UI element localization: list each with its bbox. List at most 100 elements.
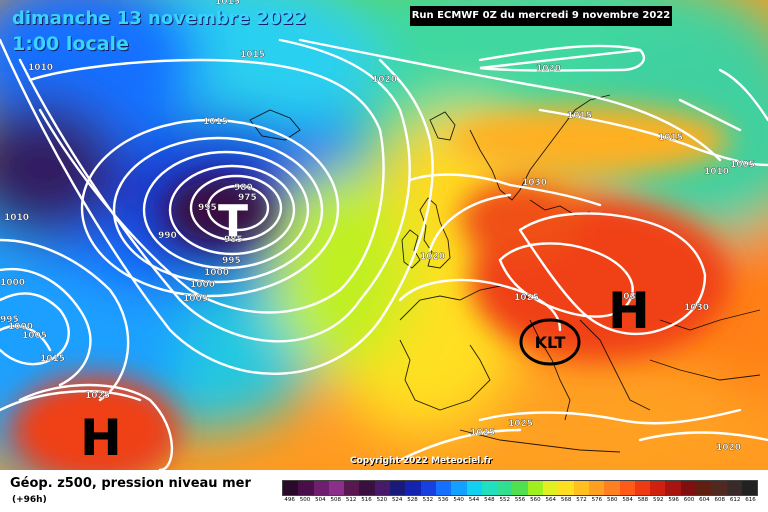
isobar-lines — [0, 38, 768, 470]
color-scale-cell — [405, 481, 421, 495]
color-scale-cell — [390, 481, 406, 495]
model-run-label: Run ECMWF 0Z du mercredi 9 novembre 2022 — [410, 6, 672, 26]
klt-label: KLT — [535, 333, 566, 352]
color-scale-cell — [344, 481, 360, 495]
isobar-label: 1015 — [215, 0, 240, 7]
isobar-label: 1000 — [204, 268, 229, 278]
isobar-label: 1010 — [4, 213, 29, 223]
geopotential-field — [0, 0, 768, 470]
color-scale-cell — [497, 481, 513, 495]
color-scale-tick: 588 — [637, 497, 649, 503]
weather-map: 1010 1015 1015 1020 1020 1015 1015 1010 … — [0, 0, 768, 470]
isobar-label: 985 — [224, 235, 243, 245]
color-scale-cell — [543, 481, 559, 495]
legend-subtitle: (+96h) — [12, 495, 47, 505]
color-scale-cell — [665, 481, 681, 495]
isobar-label: 1020 — [372, 75, 397, 85]
color-scale-ticks: 496 500 504 508 512 516 520 524 528 532 536 540 544 5… — [282, 497, 758, 507]
isobar-label: 995 — [222, 256, 241, 266]
color-scale-tick: 524 — [391, 497, 403, 503]
color-scale-cell — [313, 481, 329, 495]
color-scale-cell — [283, 481, 299, 495]
isobar-label: 1025 — [85, 391, 110, 401]
color-scale-tick: 516 — [361, 497, 372, 503]
color-scale-cell — [420, 481, 436, 495]
color-scale-tick: 508 — [330, 497, 342, 503]
color-scale-tick: 596 — [668, 497, 679, 503]
isobar-label: 1020 — [420, 252, 445, 262]
isobar-label: 1015 — [658, 133, 683, 143]
isobar-label: 1025 — [470, 428, 495, 438]
isobar-label: 1000 — [8, 322, 33, 332]
color-scale-cell — [619, 481, 635, 495]
color-scale-tick: 540 — [453, 497, 464, 503]
high-pressure-symbol: H — [608, 282, 650, 340]
isobar-label: 1030 — [684, 303, 709, 313]
color-scale-tick: 536 — [438, 497, 449, 503]
color-scale-cell — [558, 481, 574, 495]
isobar-label: 1015 — [240, 50, 265, 60]
isobar-label: 1005 — [22, 331, 47, 341]
color-scale-cell — [726, 481, 742, 495]
isobar-label: 1010 — [28, 63, 53, 73]
isobar-label: 1000 — [190, 280, 215, 290]
isobar-label: 990 — [158, 231, 177, 241]
color-scale-tick: 576 — [591, 497, 603, 503]
isobar-label: 995 — [198, 203, 217, 213]
isobar-label: 1035 — [617, 292, 642, 302]
color-scale-cell — [696, 481, 712, 495]
color-scale-tick: 604 — [699, 497, 710, 503]
isobar-label: 1010 — [704, 167, 729, 177]
color-scale-cell — [573, 481, 589, 495]
color-scale-tick: 612 — [729, 497, 741, 503]
color-scale-tick: 504 — [315, 497, 326, 503]
isobar-label: 1030 — [522, 178, 547, 188]
color-scale-cell — [634, 481, 651, 495]
color-scale-tick: 520 — [376, 497, 388, 503]
klt-marker: KLT — [519, 318, 581, 366]
isobar-label: 1005 — [183, 294, 208, 304]
isobar-label: 980 — [234, 183, 253, 193]
color-scale-cell — [466, 481, 482, 495]
legend-bar: Géop. z500, pression niveau mer (+96h) 4… — [0, 470, 768, 512]
color-scale-tick: 580 — [606, 497, 618, 503]
color-scale-tick: 608 — [714, 497, 725, 503]
color-scale-cell — [650, 481, 666, 495]
color-scale-tick: 500 — [299, 497, 311, 503]
color-scale-cell — [741, 481, 758, 495]
color-scale-tick: 568 — [560, 497, 572, 503]
isobar-label: 1025 — [508, 419, 533, 429]
color-scale-cell — [527, 481, 544, 495]
color-scale-tick: 544 — [468, 497, 480, 503]
color-scale-cell — [298, 481, 314, 495]
color-scale-tick: 572 — [576, 497, 587, 503]
color-scale-tick: 584 — [622, 497, 633, 503]
isobar-label: 1015 — [567, 111, 592, 121]
color-scale-tick: 532 — [422, 497, 434, 503]
isobar-label: 1000 — [0, 278, 25, 288]
color-scale-cell — [359, 481, 375, 495]
color-scale-tick: 616 — [745, 497, 756, 503]
color-scale-cell — [711, 481, 727, 495]
isobar-label: 1025 — [514, 293, 539, 303]
isobar-label: 1020 — [716, 443, 741, 453]
forecast-date: dimanche 13 novembre 2022 — [12, 8, 307, 29]
color-scale-cell — [512, 481, 528, 495]
color-scale-tick: 592 — [653, 497, 664, 503]
color-scale-tick: 548 — [484, 497, 495, 503]
low-pressure-symbol: T — [218, 196, 248, 247]
isobar-label: 1020 — [536, 64, 561, 74]
color-scale — [282, 480, 758, 496]
high-pressure-symbol: H — [80, 409, 122, 467]
color-scale-tick: 560 — [530, 497, 541, 503]
legend-title: Géop. z500, pression niveau mer — [10, 476, 251, 491]
color-scale-cell — [435, 481, 452, 495]
color-scale-cell — [451, 481, 467, 495]
isobar-label: 975 — [238, 193, 257, 203]
color-scale-cell — [328, 481, 345, 495]
isobar-label: 995 — [0, 315, 19, 325]
forecast-time: 1:00 locale — [12, 33, 129, 55]
color-scale-cell — [680, 481, 697, 495]
isobar-labels: 1010 1015 1015 1020 1020 1015 1015 1010 … — [0, 0, 755, 453]
